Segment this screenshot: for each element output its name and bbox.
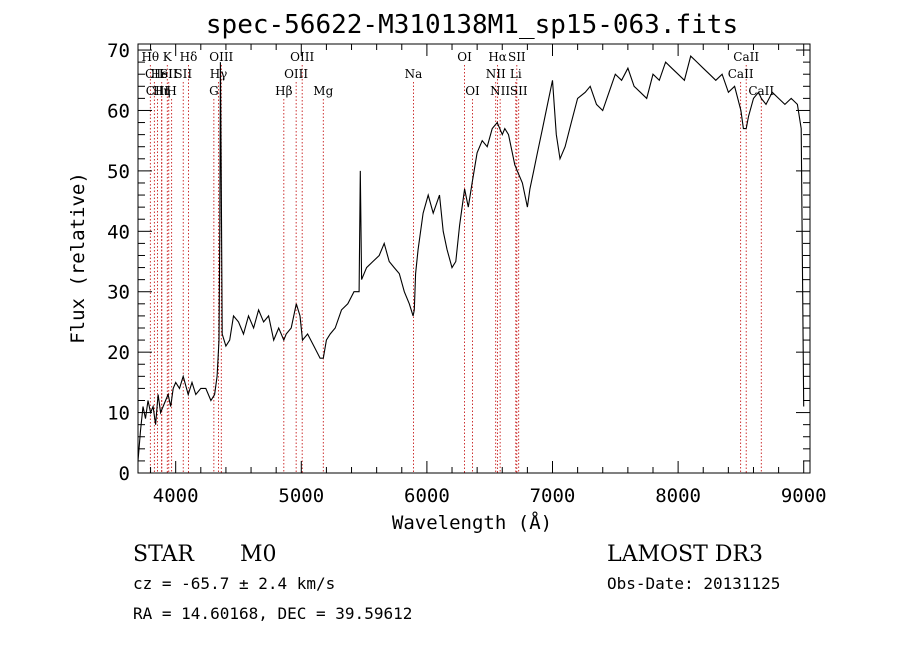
line-label: G [209, 84, 219, 98]
line-label: CIII [146, 84, 170, 98]
spectrum-series-line [137, 55, 805, 461]
line-label: K [163, 50, 173, 64]
line-label: OI [457, 50, 472, 64]
y-tick-label: 50 [107, 161, 130, 183]
y-tick-label: 30 [107, 282, 130, 304]
line-label: OIII [209, 50, 233, 64]
x-tick-label: 7000 [530, 485, 576, 507]
line-label: CII [145, 67, 164, 81]
line-label: Hη [153, 84, 171, 98]
y-axis-ticks: 0 10 20 30 40 50 60 70 [107, 40, 810, 485]
line-label: HeI [151, 67, 174, 81]
chart-title: spec-56622-M310138M1_sp15-063.fits [206, 10, 738, 40]
line-label: CaII [728, 67, 754, 81]
line-label: Mg [313, 84, 333, 98]
line-label: OIII [284, 67, 308, 81]
redshift-velocity: cz = -65.7 ± 2.4 km/s [133, 574, 335, 593]
y-tick-label: 0 [119, 463, 130, 485]
x-tick-label: 9000 [781, 485, 827, 507]
line-label: Hδ [180, 50, 198, 64]
x-axis-ticks: 4000 5000 6000 7000 8000 9000 [150, 44, 827, 507]
line-label: H [166, 84, 176, 98]
x-axis-label: Wavelength (Å) [392, 511, 552, 534]
object-subclass: M0 [240, 542, 277, 567]
line-label: SII [174, 67, 192, 81]
x-tick-label: 5000 [278, 485, 324, 507]
line-label: NII [486, 67, 506, 81]
y-tick-label: 20 [107, 342, 130, 364]
y-tick-label: 60 [107, 100, 130, 122]
line-label: Hβ [275, 84, 292, 98]
x-tick-label: 6000 [404, 485, 450, 507]
plot-frame [137, 43, 811, 474]
x-tick-label: 4000 [153, 485, 199, 507]
line-label: OIII [290, 50, 314, 64]
line-label: NII [490, 84, 510, 98]
line-label: CaII [733, 50, 759, 64]
coordinates: RA = 14.60168, DEC = 39.59612 [133, 604, 412, 623]
emission-line-markers [149, 65, 762, 473]
line-label: SII [510, 84, 528, 98]
line-label: Hα [488, 50, 507, 64]
line-label: Hγ [210, 67, 228, 81]
y-tick-label: 10 [107, 403, 130, 425]
y-tick-label: 40 [107, 221, 130, 243]
line-label: OI [465, 84, 480, 98]
survey-name: LAMOST DR3 [607, 542, 763, 567]
line-label: Li [510, 67, 522, 81]
line-label: Hθ [141, 50, 159, 64]
observation-date: Obs-Date: 20131125 [607, 574, 780, 593]
y-tick-label: 70 [107, 40, 130, 62]
line-label: SII [160, 67, 178, 81]
line-label: Na [405, 67, 423, 81]
object-class: STAR [133, 542, 195, 567]
x-tick-label: 8000 [655, 485, 701, 507]
line-label: CaII [748, 84, 774, 98]
y-axis-label: Flux (relative) [67, 172, 89, 344]
line-label: SII [508, 50, 526, 64]
